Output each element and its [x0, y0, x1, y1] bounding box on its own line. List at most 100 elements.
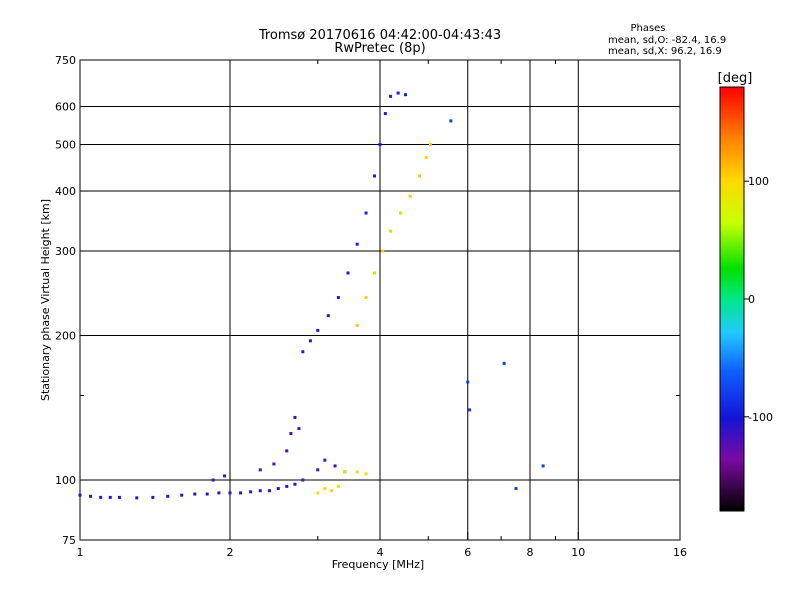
scatter-point	[308, 339, 312, 343]
scatter-point	[285, 449, 289, 453]
scatter-point	[166, 494, 170, 498]
scatter-point	[364, 472, 368, 476]
scatter-point	[336, 296, 340, 300]
scatter-point	[373, 174, 377, 178]
scatter-point	[301, 478, 305, 482]
colorbar-label: [deg]	[718, 71, 753, 86]
scatter-point	[417, 174, 421, 178]
y-tick-label: 400	[55, 185, 76, 198]
scatter-point	[541, 464, 545, 468]
scatter-point	[89, 494, 93, 498]
scatter-point	[408, 194, 412, 198]
scatter-point	[326, 314, 330, 318]
scatter-point	[468, 408, 472, 412]
scatter-point	[378, 143, 382, 147]
scatter-point	[205, 492, 209, 496]
scatter-point	[399, 211, 403, 215]
x-tick-label: 6	[464, 546, 471, 559]
scatter-point	[301, 350, 305, 354]
colorbar-tick-label: 100	[748, 175, 769, 188]
y-axis-label: Stationary phase Virtual Height [km]	[39, 199, 52, 401]
scatter-point	[389, 229, 393, 233]
scatter-point	[364, 296, 368, 300]
x-tick-label: 4	[377, 546, 384, 559]
scatter-point	[293, 415, 297, 419]
scatter-point	[396, 91, 400, 95]
x-tick-label: 1	[77, 546, 84, 559]
scatter-point	[336, 484, 340, 488]
scatter-point	[223, 474, 227, 478]
scatter-point	[258, 489, 262, 493]
scatter-point	[293, 482, 297, 486]
scatter-point	[258, 468, 262, 472]
x-axis-label: Frequency [MHz]	[332, 558, 424, 571]
grid	[80, 60, 680, 540]
scatter-point	[272, 462, 276, 466]
colorbar-tick-label: 0	[748, 293, 755, 306]
scatter-point	[403, 93, 407, 97]
scatter-point	[449, 119, 453, 123]
scatter-point	[276, 487, 280, 491]
colorbar	[719, 86, 745, 512]
scatter-point	[99, 495, 103, 499]
chart-title: Tromsø 20170616 04:42:00-04:43:43	[258, 28, 501, 43]
y-tick-label: 100	[55, 474, 76, 487]
scatter-point	[323, 487, 327, 491]
scatter-point	[151, 495, 155, 499]
scatter-point	[297, 427, 301, 431]
scatter-point	[343, 470, 347, 474]
scatter-point	[108, 495, 112, 499]
scatter-point	[285, 484, 289, 488]
scatter-point	[333, 464, 337, 468]
scatter-point	[355, 323, 359, 327]
colorbar-ticks: 100 0 -100	[744, 175, 773, 424]
y-tick-label: 75	[62, 534, 76, 547]
y-tick-label: 500	[55, 139, 76, 152]
scatter-point	[373, 271, 377, 275]
phase-info-title: Phases	[630, 23, 665, 34]
scatter-point	[228, 491, 232, 495]
scatter-point	[239, 491, 243, 495]
x-tick-label: 10	[571, 546, 585, 559]
scatter-point	[78, 493, 82, 497]
scatter-point	[267, 489, 271, 493]
scatter-point	[381, 249, 385, 253]
scatter-point	[193, 492, 197, 496]
x-tick-label: 8	[527, 546, 534, 559]
scatter-point	[389, 94, 393, 98]
scatter-point	[383, 112, 387, 116]
scatter-point	[211, 478, 215, 482]
scatter-point	[180, 493, 184, 497]
y-tick-label: 200	[55, 330, 76, 343]
scatter-point	[316, 468, 320, 472]
scatter-points	[78, 91, 545, 500]
scatter-point	[355, 242, 359, 246]
scatter-point	[289, 432, 293, 436]
scatter-point	[117, 495, 121, 499]
y-tick-label: 750	[55, 54, 76, 67]
chart-subtitle: RwPretec (8p)	[334, 41, 425, 56]
scatter-point	[514, 487, 518, 491]
scatter-point	[323, 458, 327, 462]
scatter-point	[355, 470, 359, 474]
scatter-point	[466, 380, 470, 384]
x-tick-label: 16	[673, 546, 687, 559]
scatter-point	[346, 271, 350, 275]
colorbar-tick-label: -100	[748, 411, 773, 424]
scatter-point	[502, 361, 506, 365]
scatter-point	[316, 491, 320, 495]
scatter-point	[316, 328, 320, 332]
scatter-point	[428, 143, 432, 147]
x-tick-label: 2	[227, 546, 234, 559]
axes: 1 2 4 6 8 10 16 75 100 200 300 400 500 600 750	[55, 54, 687, 559]
scatter-point	[135, 496, 139, 500]
y-tick-label: 600	[55, 101, 76, 114]
phase-info-o: mean, sd,O: -82.4, 16.9	[608, 35, 726, 46]
scatter-point	[364, 211, 368, 215]
scatter-point	[330, 489, 334, 493]
scatter-point	[217, 491, 221, 495]
scatter-point	[424, 155, 428, 159]
phase-info-x: mean, sd,X: 96.2, 16.9	[608, 46, 722, 57]
scatter-point	[249, 490, 253, 494]
